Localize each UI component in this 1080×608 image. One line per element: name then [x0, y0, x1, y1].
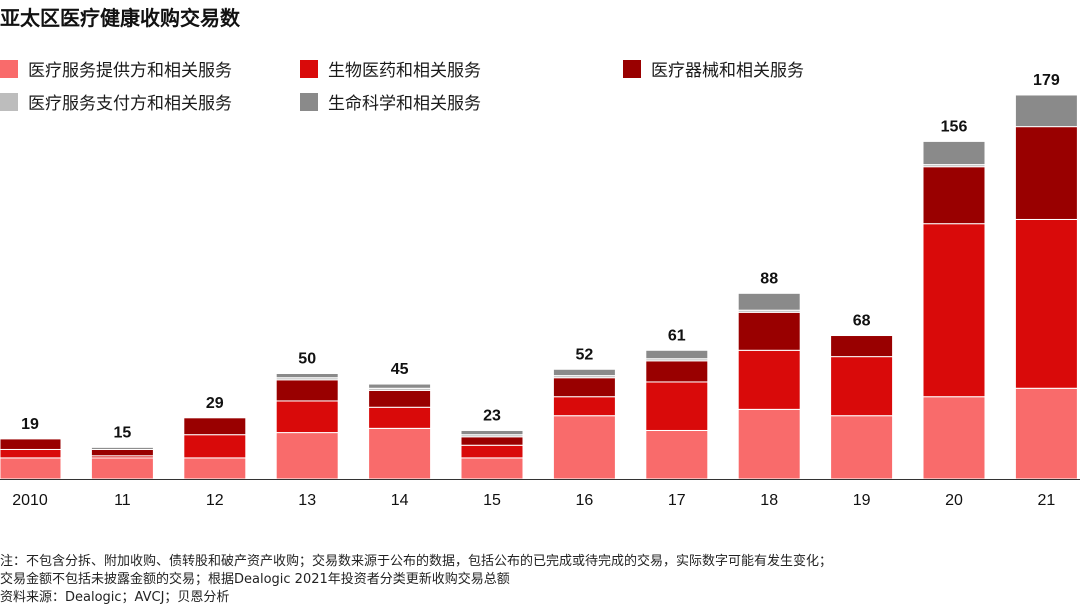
total-label-15: 23: [483, 407, 501, 424]
bar-segment-pharma-21: [1014, 218, 1078, 389]
legend-swatch-life: [300, 92, 318, 111]
total-label-16: 52: [576, 346, 594, 363]
x-tick-label-15: 15: [483, 492, 501, 509]
bar-segment-provider-20: [922, 396, 986, 480]
x-tick-label-20: 20: [945, 492, 963, 509]
x-tick-label-18: 18: [760, 492, 778, 509]
bar-segment-devices-21: [1014, 126, 1078, 220]
bar-segment-devices-19: [830, 335, 894, 358]
bar-segment-devices-14: [368, 389, 432, 408]
bar-segment-pharma-19: [830, 356, 894, 417]
bar-segment-pharma-2010: [0, 448, 62, 459]
bar-segment-devices-18: [737, 311, 801, 351]
footnote-line-2: 交易金额不包括未披露金额的交易；根据Dealogic 2021年投资者分类更新收…: [0, 572, 510, 587]
total-label-14: 45: [391, 361, 409, 378]
bar-segment-life-13: [275, 373, 339, 379]
bar-segment-devices-16: [552, 377, 616, 398]
legend-swatch-devices: [623, 59, 641, 78]
bar-segment-life-16: [552, 368, 616, 377]
x-tick-label-17: 17: [668, 492, 686, 509]
bar-segment-provider-19: [830, 415, 894, 480]
bar-segment-devices-12: [183, 417, 247, 436]
total-label-18: 88: [760, 270, 778, 287]
legend-item-provider: 医疗服务提供方和相关服务: [0, 56, 232, 81]
bar-segment-provider-13: [275, 432, 339, 480]
x-tick-label-11: 11: [114, 492, 131, 509]
total-label-19: 68: [853, 313, 871, 330]
bar-segment-pharma-12: [183, 434, 247, 459]
x-tick-label-21: 21: [1038, 492, 1056, 509]
bar-segment-provider-16: [552, 415, 616, 480]
bar-segment-pharma-20: [922, 223, 986, 398]
x-tick-label-13: 13: [298, 492, 316, 509]
legend-swatch-provider: [0, 59, 18, 78]
total-label-2010: 19: [21, 416, 39, 433]
x-tick-label-14: 14: [391, 492, 409, 509]
bar-segment-pharma-15: [460, 444, 524, 459]
bar-segment-life-14: [368, 383, 432, 389]
bar-segment-life-21: [1014, 94, 1078, 128]
bar-segment-devices-13: [275, 379, 339, 402]
bar-segment-devices-15: [460, 436, 524, 446]
legend: 医疗服务提供方和相关服务 生物医药和相关服务 医疗器械和相关服务 医疗服务支付方…: [0, 52, 1080, 122]
legend-item-life: 生命科学和相关服务: [300, 89, 481, 114]
chart-title: 亚太区医疗健康收购交易数: [0, 6, 240, 30]
footnote-line-3: 资料来源：Dealogic；AVCJ；贝恩分析: [0, 590, 230, 605]
bar-segment-provider-11: [90, 457, 154, 480]
bar-segment-devices-20: [922, 166, 986, 225]
bar-segment-life-20: [922, 140, 986, 166]
bar-segment-devices-11: [90, 448, 154, 457]
total-label-11: 15: [114, 424, 132, 441]
x-tick-label-19: 19: [853, 492, 871, 509]
legend-label-pharma: 生物医药和相关服务: [328, 61, 481, 81]
total-label-13: 50: [298, 351, 316, 368]
bar-segment-provider-15: [460, 457, 524, 480]
bar-segment-pharma-18: [737, 349, 801, 410]
total-label-17: 61: [668, 327, 686, 344]
legend-swatch-pharma: [300, 59, 318, 78]
legend-label-devices: 医疗器械和相关服务: [651, 61, 804, 81]
bar-segment-provider-14: [368, 427, 432, 480]
legend-label-life: 生命科学和相关服务: [328, 94, 481, 114]
bar-segment-pharma-13: [275, 400, 339, 434]
footnote-line-1: 注：不包含分拆、附加收购、债转股和破产资产收购；交易数来源于公布的数据，包括公布…: [0, 554, 833, 569]
bar-segment-pharma-16: [552, 396, 616, 417]
bar-segment-devices-17: [645, 360, 709, 383]
total-label-20: 156: [941, 118, 968, 135]
bar-segment-provider-17: [645, 429, 709, 480]
total-label-12: 29: [206, 395, 224, 412]
bar-segment-life-18: [737, 292, 801, 311]
legend-item-payer: 医疗服务支付方和相关服务: [0, 89, 232, 114]
legend-swatch-payer: [0, 92, 18, 111]
bar-segment-provider-2010: [0, 457, 62, 480]
bar-segment-provider-18: [737, 408, 801, 480]
bar-segment-pharma-14: [368, 406, 432, 429]
bar-segment-provider-21: [1014, 387, 1078, 480]
footnotes: 注：不包含分拆、附加收购、债转股和破产资产收购；交易数来源于公布的数据，包括公布…: [0, 553, 832, 607]
legend-label-provider: 医疗服务提供方和相关服务: [28, 61, 232, 81]
bar-segment-provider-12: [183, 457, 247, 480]
x-tick-label-16: 16: [576, 492, 594, 509]
bar-segment-life-11: [90, 446, 154, 450]
total-label-21: 179: [1033, 72, 1060, 89]
legend-item-pharma: 生物医药和相关服务: [300, 56, 481, 81]
legend-label-payer: 医疗服务支付方和相关服务: [28, 94, 232, 114]
bar-segment-life-17: [645, 349, 709, 360]
bar-segment-devices-2010: [0, 438, 62, 450]
x-tick-label-12: 12: [206, 492, 224, 509]
stacked-bar-chart: 19 2010 15 11 29 12 50 13 45 14 23 15 52 16 61 17 88 18 68…: [0, 72, 1080, 509]
bar-segment-life-15: [460, 429, 524, 436]
x-tick-label-2010: 2010: [12, 492, 48, 509]
bar-segment-pharma-17: [645, 381, 709, 431]
legend-item-devices: 医疗器械和相关服务: [623, 56, 804, 81]
